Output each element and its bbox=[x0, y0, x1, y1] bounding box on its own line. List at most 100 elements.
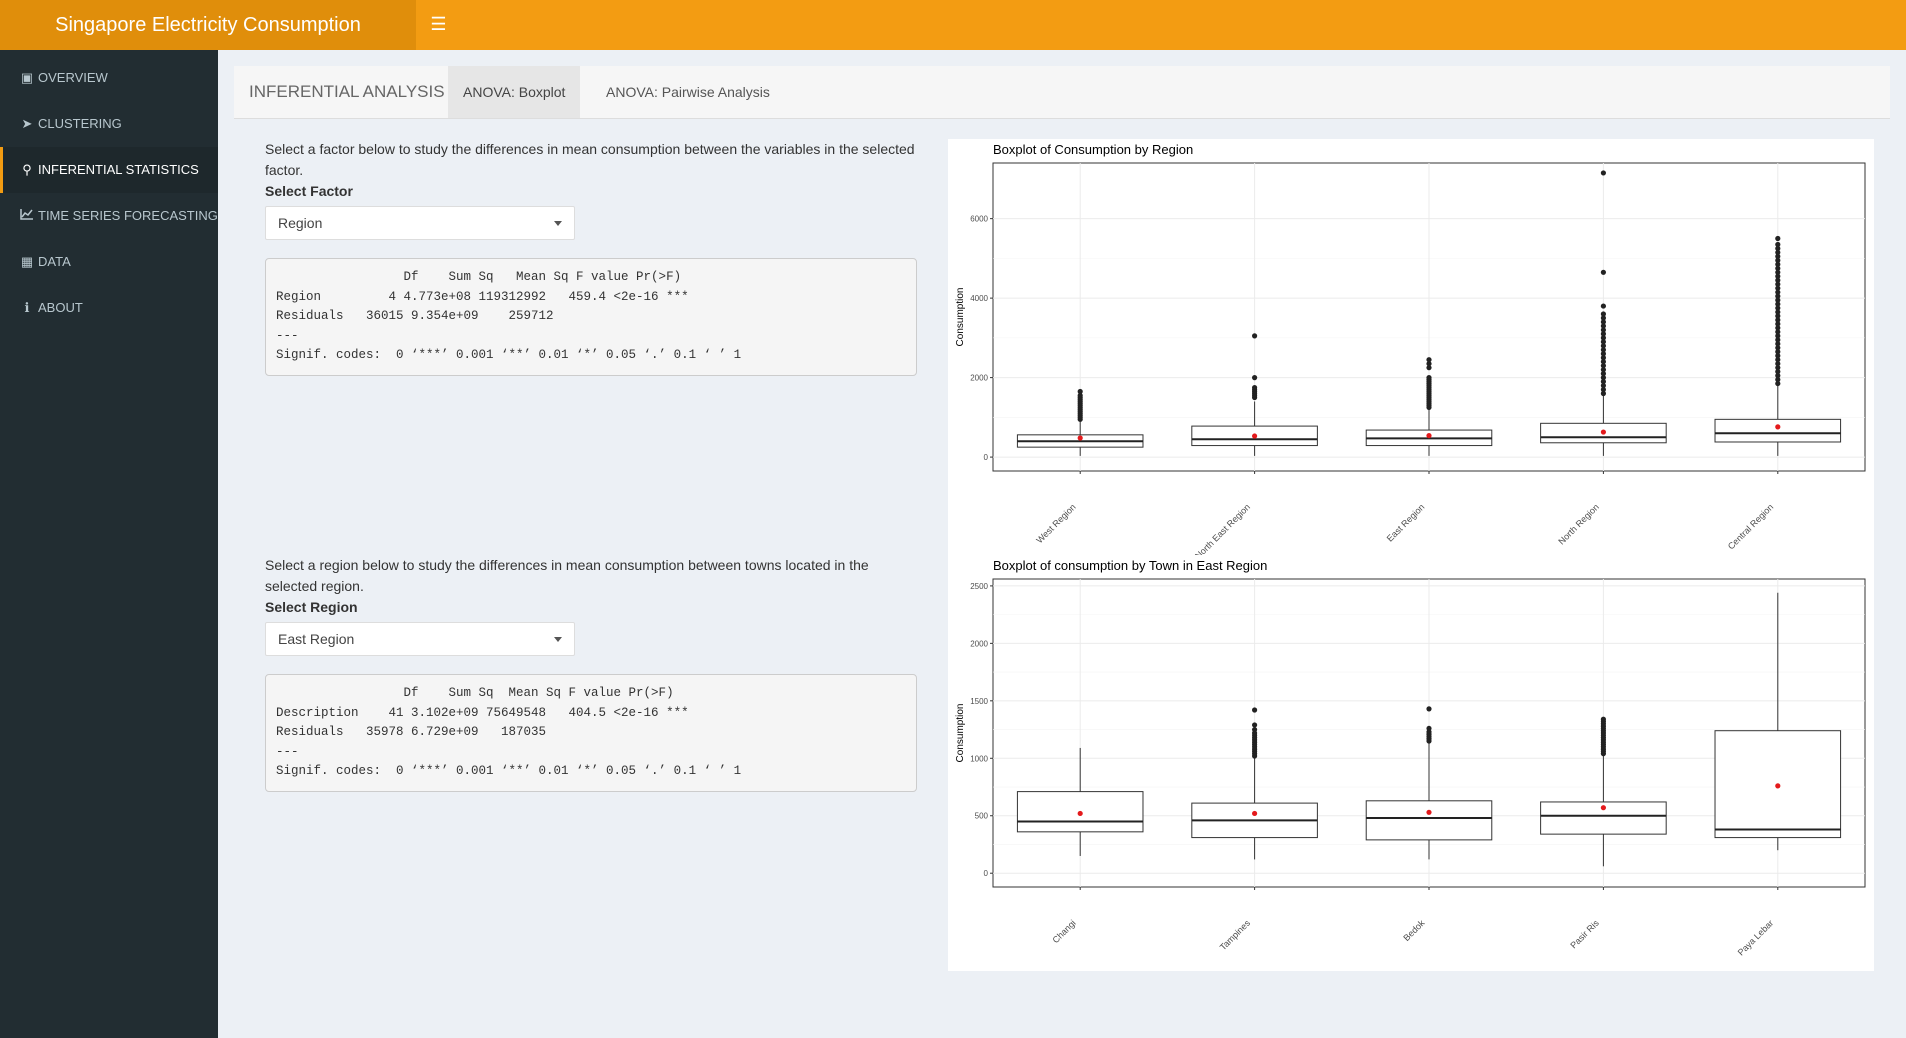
outlier-point bbox=[1426, 375, 1432, 381]
mean-point bbox=[1426, 809, 1432, 815]
clustering-icon: ➤ bbox=[21, 116, 33, 131]
region-boxplot: Boxplot of Consumption by Region Consumpt… bbox=[948, 139, 1874, 561]
chevron-down-icon bbox=[554, 221, 562, 226]
sidebar-item-label: CLUSTERING bbox=[38, 116, 122, 131]
chevron-down-icon bbox=[554, 637, 562, 642]
outlier-point bbox=[1600, 303, 1606, 309]
x-tick-label: Paya Lebar bbox=[1736, 918, 1776, 958]
sidebar-item-data[interactable]: ▦ DATA bbox=[0, 239, 218, 285]
outlier-point bbox=[1426, 725, 1432, 732]
outlier-point bbox=[1600, 315, 1606, 321]
x-tick-label: Central Region bbox=[1726, 502, 1776, 552]
tab-anova-pairwise-analysis[interactable]: ANOVA: Pairwise Analysis bbox=[606, 84, 770, 100]
box bbox=[1714, 730, 1842, 839]
tab-anova-boxplot[interactable]: ANOVA: Boxplot bbox=[448, 66, 581, 118]
mean-point bbox=[1775, 783, 1781, 789]
outlier-point bbox=[1600, 359, 1606, 365]
outlier-point bbox=[1775, 269, 1781, 275]
factor-description: Select a factor below to study the diffe… bbox=[265, 141, 915, 178]
outlier-point bbox=[1775, 273, 1781, 279]
sidebar: ▣ OVERVIEW ➤ CLUSTERING ⚲ INFERENTIAL STATI… bbox=[0, 50, 218, 1038]
outlier-point bbox=[1775, 261, 1781, 267]
outlier-point bbox=[1775, 349, 1781, 355]
outlier-point bbox=[1600, 269, 1606, 275]
outlier-point bbox=[1775, 257, 1781, 263]
y-tick-label: 500 bbox=[975, 812, 989, 821]
x-tick-label: West Region bbox=[1034, 502, 1077, 545]
outlier-point bbox=[1775, 309, 1781, 315]
outlier-point bbox=[1252, 333, 1258, 339]
outlier-point bbox=[1775, 301, 1781, 307]
outlier-point bbox=[1775, 297, 1781, 303]
outlier-point bbox=[1600, 335, 1606, 341]
region-anova-output: Df Sum Sq Mean Sq F value Pr(>F) Descrip… bbox=[265, 674, 917, 792]
search-chart-icon: ⚲ bbox=[22, 162, 32, 177]
outlier-point bbox=[1775, 245, 1781, 252]
outlier-point bbox=[1775, 285, 1781, 291]
y-axis-label: Consumption bbox=[955, 288, 966, 347]
town-boxplot-svg: Boxplot of consumption by Town in East R… bbox=[955, 558, 1866, 958]
info-icon: ℹ bbox=[24, 300, 30, 315]
outlier-point bbox=[1252, 384, 1258, 391]
app-title[interactable]: Singapore Electricity Consumption bbox=[0, 0, 416, 50]
outlier-point bbox=[1775, 253, 1781, 259]
hamburger-icon[interactable]: ☰ bbox=[430, 14, 447, 34]
x-tick-label: Pasir Ris bbox=[1568, 918, 1601, 951]
sidebar-item-about[interactable]: ℹ ABOUT bbox=[0, 285, 218, 331]
outlier-point bbox=[1775, 317, 1781, 323]
outlier-point bbox=[1775, 369, 1781, 375]
chart-title: Boxplot of consumption by Town in East R… bbox=[993, 558, 1267, 573]
x-tick-label: Changi bbox=[1050, 918, 1077, 945]
outlier-point bbox=[1775, 289, 1781, 295]
outlier-point bbox=[1426, 706, 1432, 712]
chart-title: Boxplot of Consumption by Region bbox=[993, 142, 1193, 157]
outlier-point bbox=[1600, 327, 1606, 333]
outlier-point bbox=[1775, 325, 1781, 331]
select-factor-label: Select Factor bbox=[265, 183, 353, 199]
sidebar-item-inferential-statistics[interactable]: ⚲ INFERENTIAL STATISTICS bbox=[0, 147, 218, 193]
sidebar-item-clustering[interactable]: ➤ CLUSTERING bbox=[0, 101, 218, 147]
outlier-point bbox=[1775, 329, 1781, 335]
outlier-point bbox=[1775, 281, 1781, 287]
outlier-point bbox=[1775, 376, 1781, 383]
outlier-point bbox=[1600, 382, 1606, 389]
table-icon: ▦ bbox=[20, 254, 34, 269]
outlier-point bbox=[1600, 371, 1606, 377]
y-tick-label: 2500 bbox=[970, 582, 988, 591]
outlier-point bbox=[1775, 365, 1781, 371]
sidebar-item-label: DATA bbox=[38, 254, 71, 269]
sidebar-item-overview[interactable]: ▣ OVERVIEW bbox=[0, 55, 218, 101]
sidebar-item-time-series-forecasting[interactable]: TIME SERIES FORECASTING bbox=[0, 193, 218, 239]
region-description: Select a region below to study the diffe… bbox=[265, 557, 869, 594]
select-factor-dropdown[interactable]: Region bbox=[265, 206, 575, 240]
town-boxplot: Boxplot of consumption by Town in East R… bbox=[948, 555, 1874, 971]
outlier-point bbox=[1775, 373, 1781, 379]
outlier-point bbox=[1600, 343, 1606, 349]
outlier-point bbox=[1775, 293, 1781, 299]
outlier-point bbox=[1426, 357, 1432, 363]
outlier-point bbox=[1775, 333, 1781, 339]
outlier-point bbox=[1600, 351, 1606, 357]
outlier-point bbox=[1600, 170, 1606, 176]
outlier-point bbox=[1600, 363, 1606, 369]
outlier-point bbox=[1775, 277, 1781, 283]
outlier-point bbox=[1775, 249, 1781, 256]
x-tick-label: North East Region bbox=[1193, 502, 1252, 555]
outlier-point bbox=[1600, 331, 1606, 337]
mean-point bbox=[1077, 810, 1083, 817]
outlier-point bbox=[1600, 386, 1606, 393]
y-tick-label: 0 bbox=[984, 453, 989, 462]
box bbox=[1714, 418, 1842, 443]
outlier-point bbox=[1775, 380, 1781, 387]
outlier-point bbox=[1600, 716, 1606, 722]
box bbox=[1365, 800, 1493, 841]
outlier-point bbox=[1600, 355, 1606, 361]
tab-bar: INFERENTIAL ANALYSIS ANOVA: Boxplot ANOV… bbox=[234, 66, 1890, 119]
select-region-dropdown[interactable]: East Region bbox=[265, 622, 575, 656]
outlier-point bbox=[1600, 390, 1606, 397]
outlier-point bbox=[1775, 345, 1781, 351]
outlier-point bbox=[1775, 313, 1781, 319]
sidebar-item-label: INFERENTIAL STATISTICS bbox=[38, 162, 199, 177]
y-tick-label: 2000 bbox=[970, 374, 988, 383]
region-boxplot-svg: Boxplot of Consumption by Region Consumpt… bbox=[955, 142, 1866, 561]
